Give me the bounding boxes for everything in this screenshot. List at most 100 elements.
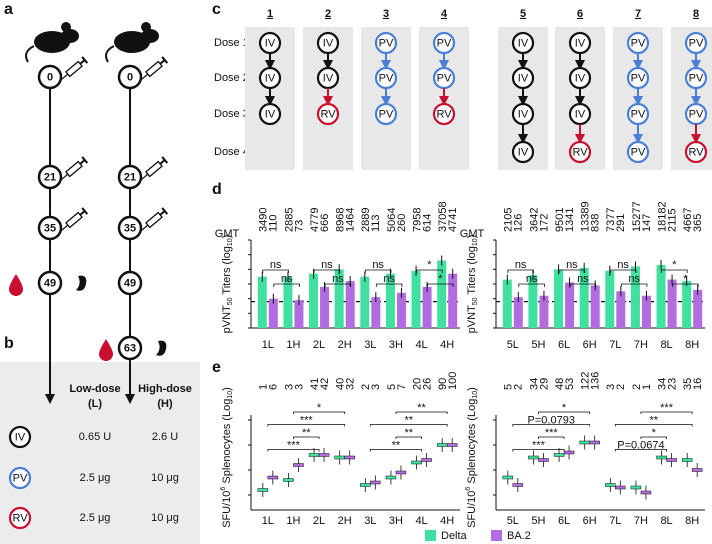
syringe-needle — [61, 173, 69, 180]
table-header: (L) — [88, 398, 102, 410]
bar — [396, 292, 406, 328]
gmt-value: 113 — [370, 214, 382, 232]
group-number: 8 — [693, 8, 699, 20]
significance-label: * — [427, 259, 432, 271]
x-tick-label: 3H — [389, 515, 403, 527]
spot-count: 2 — [615, 384, 627, 390]
significance-bracket — [672, 283, 699, 287]
significance-label: ** — [302, 427, 311, 439]
bar — [579, 267, 589, 328]
dose-amount: 2.5 μg — [80, 472, 111, 484]
spot-count: 16 — [692, 378, 704, 390]
bar — [437, 260, 447, 328]
panel-label: e — [212, 359, 221, 376]
y-axis-label-part: SFU/10 — [221, 491, 233, 528]
day-node — [117, 270, 143, 296]
significance-bracket — [369, 449, 422, 452]
vaccine-node — [626, 140, 650, 164]
significance-label: *** — [660, 402, 674, 414]
y-axis-label-part: Titers (log — [221, 246, 233, 297]
day-node — [37, 64, 63, 90]
syringe-body — [145, 160, 163, 178]
bar — [422, 286, 432, 328]
vaccine-label: IV — [518, 146, 529, 158]
median-marker — [385, 475, 397, 480]
panel-label: c — [212, 1, 221, 18]
gmt-value: 9501 — [554, 208, 566, 232]
significance-bracket — [375, 283, 403, 287]
median-marker — [257, 488, 269, 492]
x-tick-label: 7H — [634, 339, 648, 351]
bar — [268, 298, 278, 328]
significance-bracket — [369, 424, 448, 427]
vaccine-label: IV — [15, 431, 26, 443]
significance-bracket — [518, 283, 545, 287]
syringe-needle — [141, 73, 149, 80]
bar — [667, 279, 677, 328]
significance-label: ns — [617, 259, 629, 271]
gmt-value: 4667 — [682, 208, 694, 232]
x-tick-label: 2H — [338, 339, 352, 351]
significance-label: ** — [404, 427, 413, 439]
bar — [693, 289, 703, 328]
spot-count: 34 — [656, 378, 668, 390]
syringe-icon — [141, 156, 169, 180]
x-tick-label: 3L — [364, 515, 376, 527]
median-marker — [666, 458, 677, 462]
day-node — [117, 335, 143, 361]
day-label: 0 — [47, 71, 53, 83]
vaccine-label: PV — [689, 108, 704, 120]
spot-count: 34 — [528, 378, 540, 390]
bar — [605, 270, 615, 328]
spot-count: 3 — [293, 384, 305, 390]
x-tick-label: 2L — [313, 339, 325, 351]
significance-bracket — [262, 269, 289, 273]
bar — [565, 282, 575, 328]
y-axis-label-part: 10 — [227, 238, 234, 246]
gmt-value: 2885 — [283, 208, 295, 232]
gmt-value: 838 — [590, 214, 602, 232]
x-tick-label: 3L — [364, 339, 376, 351]
significance-label: ns — [332, 273, 344, 285]
bar — [590, 285, 600, 328]
gmt-value: 13389 — [580, 201, 592, 232]
vaccine-node — [8, 425, 32, 449]
x-tick-label: 7H — [634, 515, 648, 527]
y-axis-label: pVNT50 Titers (log10) — [466, 235, 479, 334]
x-tick-label: 7L — [609, 339, 621, 351]
syringe-icon — [61, 56, 89, 80]
median-marker — [334, 455, 345, 460]
x-tick-label: 6H — [583, 339, 597, 351]
spot-count: 90 — [437, 378, 449, 390]
median-marker — [360, 483, 371, 487]
vaccine-label: IV — [518, 72, 529, 84]
syringe-plunger — [159, 159, 166, 165]
bar — [656, 264, 666, 328]
group-number: 4 — [441, 8, 448, 20]
vaccine-label: PV — [379, 37, 394, 49]
significance-label: ** — [417, 402, 426, 414]
significance-label: * — [652, 427, 657, 439]
y-axis-label-part: 6 — [220, 487, 227, 491]
syringe-plunger — [159, 59, 166, 65]
spot-count: 3 — [605, 384, 617, 390]
significance-label: *** — [300, 414, 314, 426]
bar — [320, 286, 330, 328]
day-node — [117, 64, 143, 90]
spot-count: 48 — [554, 378, 566, 390]
bar — [539, 295, 549, 328]
y-axis-label-part: ) — [221, 235, 233, 239]
vaccine-label: PV — [379, 72, 394, 84]
spot-count: 1 — [258, 384, 270, 390]
x-tick-label: 8H — [685, 339, 699, 351]
x-tick-label: 5H — [531, 339, 545, 351]
group-number: 6 — [577, 8, 583, 20]
significance-bracket — [293, 411, 346, 414]
panel-label: b — [4, 335, 14, 352]
gmt-value: 7958 — [411, 208, 423, 232]
y-axis-label-part: 10 — [227, 391, 234, 399]
bar — [616, 291, 626, 328]
bar — [257, 276, 267, 328]
vaccine-label: IV — [518, 108, 529, 120]
x-tick-label: 1L — [262, 339, 274, 351]
